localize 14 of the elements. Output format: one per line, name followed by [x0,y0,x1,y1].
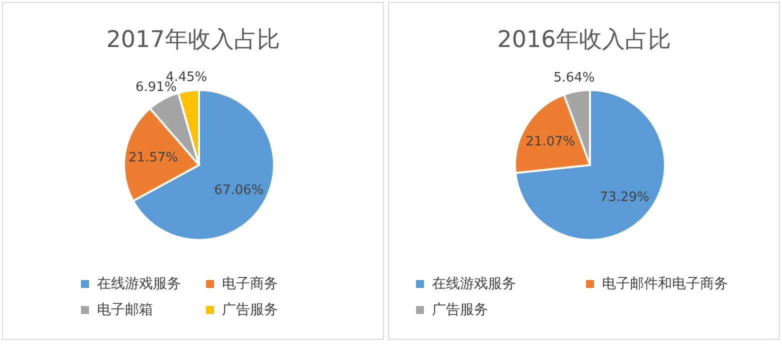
legend-label: 电子邮箱 [97,302,153,318]
data-label: 21.07% [526,134,576,150]
data-label: 21.57% [128,150,178,166]
chart-title: 2017年收入占比 [106,27,280,53]
legend-label: 广告服务 [222,302,278,318]
legend-label: 电子商务 [222,276,278,292]
legend-label: 在线游戏服务 [97,276,181,292]
data-label: 73.29% [600,190,650,206]
legend-label: 在线游戏服务 [432,276,516,292]
chart-title: 2016年收入占比 [497,27,671,53]
data-label: 67.06% [214,182,264,198]
legend-label: 电子邮件和电子商务 [602,276,728,292]
legend-label: 广告服务 [432,302,488,318]
data-label: 5.64% [553,70,595,86]
